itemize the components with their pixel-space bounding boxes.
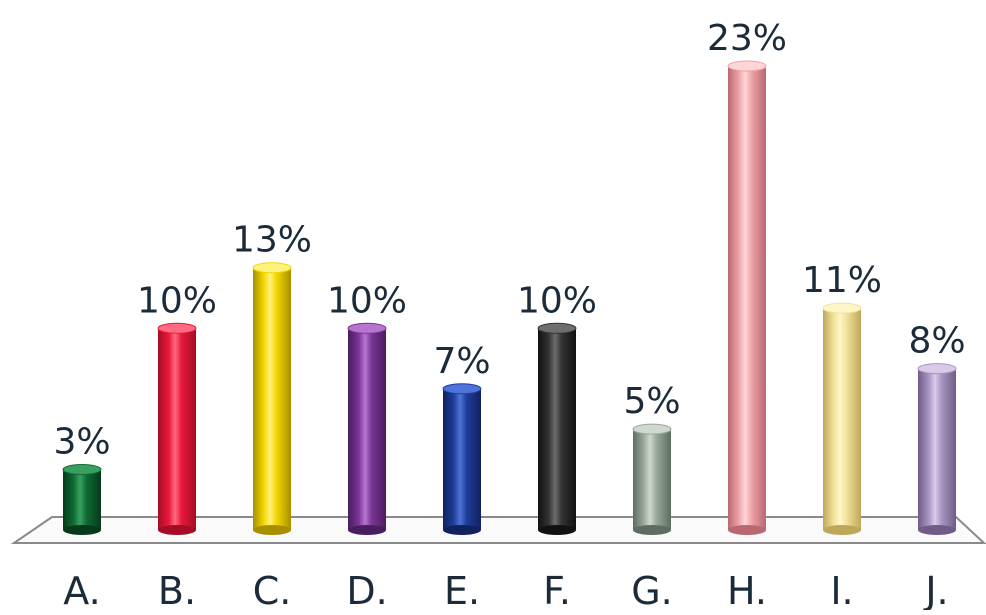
- value-label: 13%: [232, 220, 312, 261]
- bar-j: [917, 363, 957, 535]
- category-label: G.: [631, 569, 673, 610]
- bar-a: [62, 463, 102, 535]
- bar-body: [443, 388, 481, 530]
- bar-base: [443, 525, 481, 535]
- bar-cap: [442, 383, 482, 395]
- bar-cap: [632, 423, 672, 435]
- bar-body: [633, 429, 671, 530]
- bar-cap: [822, 302, 862, 314]
- value-label: 5%: [623, 381, 680, 422]
- bar-body: [823, 308, 861, 530]
- value-label: 23%: [707, 18, 787, 59]
- value-label: 11%: [802, 260, 882, 301]
- value-label: 7%: [433, 341, 490, 382]
- bar-base: [823, 525, 861, 535]
- bar-cap: [252, 262, 292, 274]
- category-label: J.: [923, 569, 948, 610]
- bar-base: [158, 525, 196, 535]
- category-label: A.: [63, 569, 100, 610]
- value-label: 10%: [137, 280, 217, 321]
- bar-b: [157, 322, 197, 535]
- bar-h: [727, 60, 767, 535]
- bar-body: [63, 469, 101, 530]
- value-label: 10%: [517, 280, 597, 321]
- bar-cap: [347, 322, 387, 334]
- bar-base: [538, 525, 576, 535]
- category-label: C.: [253, 569, 292, 610]
- bar-c: [252, 262, 292, 535]
- bars-layer: [62, 60, 957, 535]
- category-label: D.: [346, 569, 387, 610]
- bar-f: [537, 322, 577, 535]
- bar-base: [728, 525, 766, 535]
- bar-i: [822, 302, 862, 535]
- category-labels-layer: A. B. C. D. E. F. G. H. I. J.: [63, 569, 948, 613]
- bar-body: [158, 328, 196, 530]
- value-label: 10%: [327, 280, 407, 321]
- bar-cap: [537, 322, 577, 334]
- bar-body: [253, 267, 291, 530]
- bar-cap: [62, 463, 102, 475]
- bar-base: [63, 525, 101, 535]
- category-label: H.: [727, 569, 767, 610]
- bar-cap: [727, 60, 767, 72]
- value-labels-layer: 3% 10% 13% 10% 7% 10% 5% 23% 11% 8%: [53, 18, 965, 462]
- bar-base: [633, 525, 671, 535]
- bar-g: [632, 423, 672, 535]
- bar-base: [918, 525, 956, 535]
- category-label: I.: [830, 569, 853, 610]
- bar-e: [442, 383, 482, 535]
- category-label: E.: [444, 569, 480, 610]
- bar-d: [347, 322, 387, 535]
- value-label: 3%: [53, 421, 110, 462]
- category-label: F.: [543, 569, 571, 610]
- bar-body: [918, 368, 956, 530]
- category-label: B.: [158, 569, 196, 610]
- bar-cap: [157, 322, 197, 334]
- bar-body: [728, 66, 766, 530]
- bar-base: [348, 525, 386, 535]
- value-label: 8%: [908, 321, 965, 362]
- bar-base: [253, 525, 291, 535]
- bar-body: [538, 328, 576, 530]
- bar-cap: [917, 363, 957, 375]
- bar-body: [348, 328, 386, 530]
